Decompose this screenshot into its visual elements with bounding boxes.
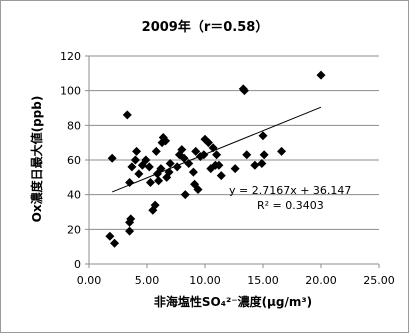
trendline — [112, 106, 322, 193]
data-point — [122, 110, 132, 120]
data-point — [199, 150, 209, 160]
data-point — [145, 178, 155, 188]
data-point — [239, 86, 249, 96]
data-point — [107, 153, 117, 163]
data-point — [164, 167, 174, 177]
data-point — [165, 158, 175, 168]
data-point — [134, 169, 144, 179]
chart-title: 2009年（r＝0.58） — [142, 19, 269, 35]
y-tick-label: 60 — [67, 154, 81, 167]
y-tick-label: 40 — [67, 189, 81, 202]
x-tick-labels: 0.00 5.00 10.00 15.00 20.00 25.00 — [77, 274, 395, 287]
data-point — [214, 160, 224, 170]
data-point — [130, 155, 140, 165]
x-tick-label: 0.00 — [77, 274, 102, 287]
x-tick-label: 15.00 — [247, 274, 279, 287]
x-tick-label: 10.00 — [189, 274, 221, 287]
y-tick-labels: 0 20 40 60 80 100 120 — [60, 50, 81, 271]
data-point — [242, 150, 252, 160]
trendline-equation: y = 2.7167x + 36.147 — [229, 184, 351, 197]
data-point — [258, 131, 268, 141]
y-tick-label: 20 — [67, 223, 81, 236]
data-point — [151, 146, 161, 156]
data-point — [141, 155, 151, 165]
data-point — [127, 162, 137, 172]
data-point — [257, 158, 267, 168]
y-tick-label: 100 — [60, 85, 81, 98]
data-point — [156, 164, 166, 174]
y-tick-label: 80 — [67, 119, 81, 132]
data-point — [259, 150, 269, 160]
data-point — [203, 138, 213, 148]
x-tick-label: 25.00 — [363, 274, 395, 287]
data-point — [161, 136, 171, 146]
data-point — [277, 146, 287, 156]
x-tick-label: 5.00 — [135, 274, 160, 287]
data-point — [180, 190, 190, 200]
data-point — [154, 176, 164, 186]
x-tick-label: 20.00 — [305, 274, 337, 287]
data-points — [105, 70, 326, 248]
data-point — [105, 231, 115, 241]
r-squared-label: R² = 0.3403 — [257, 199, 324, 212]
data-point — [208, 143, 218, 153]
data-point — [132, 146, 142, 156]
data-point — [212, 150, 222, 160]
data-point — [191, 146, 201, 156]
data-point — [150, 200, 160, 210]
data-point — [177, 145, 187, 155]
data-point — [179, 153, 189, 163]
data-point — [250, 160, 260, 170]
data-point — [230, 164, 240, 174]
data-point — [216, 171, 226, 181]
data-point — [193, 184, 203, 194]
axes — [85, 55, 380, 268]
data-point — [125, 178, 135, 188]
data-point — [188, 167, 198, 177]
data-point — [172, 162, 182, 172]
data-point — [184, 158, 194, 168]
y-tick-label: 120 — [60, 50, 81, 63]
data-point — [144, 162, 154, 172]
y-axis-title: Ox濃度日最大値(ppb) — [29, 96, 44, 223]
data-point — [125, 226, 135, 236]
trendline-layer — [112, 106, 322, 193]
x-axis-title: 非海塩性SO₄²⁻濃度(μg/m³) — [154, 294, 312, 309]
data-point — [110, 238, 120, 248]
data-point — [316, 70, 326, 80]
y-tick-label: 0 — [74, 258, 81, 271]
